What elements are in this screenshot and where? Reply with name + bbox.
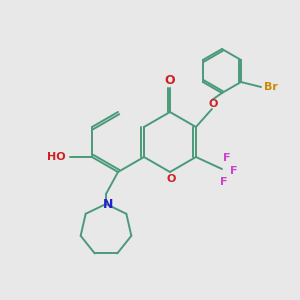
Text: HO: HO bbox=[47, 152, 65, 162]
Text: O: O bbox=[166, 174, 176, 184]
Text: F: F bbox=[230, 166, 238, 176]
Text: N: N bbox=[103, 199, 113, 212]
Text: O: O bbox=[165, 74, 175, 86]
Text: O: O bbox=[208, 99, 218, 109]
Text: F: F bbox=[220, 177, 228, 187]
Text: Br: Br bbox=[264, 82, 278, 92]
Text: F: F bbox=[223, 153, 231, 163]
